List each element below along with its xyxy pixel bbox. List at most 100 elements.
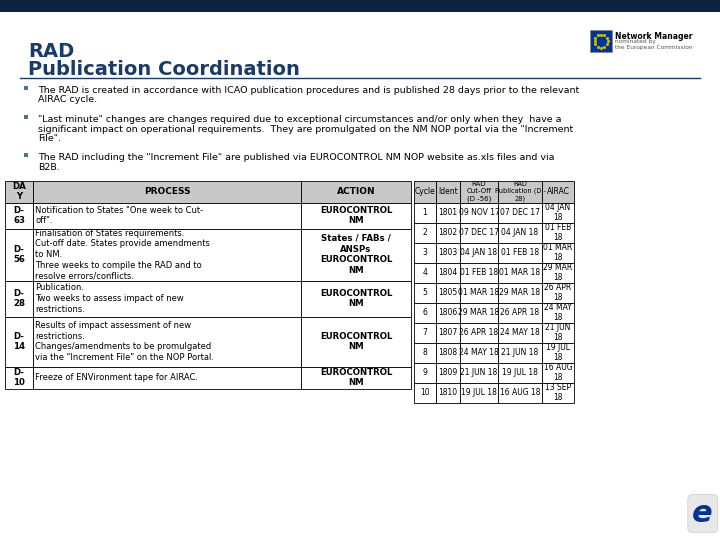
Text: 01 MAR 18: 01 MAR 18 xyxy=(459,288,500,297)
Bar xyxy=(5,367,33,388)
Bar xyxy=(436,282,460,302)
Bar xyxy=(460,322,498,342)
Bar xyxy=(460,362,498,382)
Bar xyxy=(33,367,301,388)
Bar xyxy=(414,342,436,362)
Text: AIRAC cycle.: AIRAC cycle. xyxy=(38,96,97,105)
Text: 24 MAY 18: 24 MAY 18 xyxy=(500,328,540,337)
Text: 07 DEC 17: 07 DEC 17 xyxy=(459,228,499,237)
Text: 1804: 1804 xyxy=(438,268,458,277)
Bar xyxy=(460,262,498,282)
Text: DA
Y: DA Y xyxy=(12,181,26,201)
Text: Notification to States "One week to Cut-
off".: Notification to States "One week to Cut-… xyxy=(35,206,203,225)
Text: 29 MAR
18: 29 MAR 18 xyxy=(544,262,572,282)
Bar xyxy=(460,242,498,262)
Text: 1801: 1801 xyxy=(438,208,458,217)
Text: 2: 2 xyxy=(423,228,428,237)
Bar xyxy=(301,228,411,280)
Text: 04 JAN 18: 04 JAN 18 xyxy=(460,248,498,257)
Bar xyxy=(436,302,460,322)
Bar xyxy=(460,382,498,402)
Bar xyxy=(301,202,411,228)
Text: 1809: 1809 xyxy=(438,368,458,377)
Text: 29 MAR 18: 29 MAR 18 xyxy=(500,288,541,297)
Text: 29 MAR 18: 29 MAR 18 xyxy=(459,308,500,317)
Bar xyxy=(414,282,436,302)
Bar xyxy=(5,180,33,202)
Bar xyxy=(436,222,460,242)
Bar xyxy=(436,382,460,402)
Text: "Last minute" changes are changes required due to exceptional circumstances and/: "Last minute" changes are changes requir… xyxy=(38,115,562,124)
Bar xyxy=(436,202,460,222)
Text: 1806: 1806 xyxy=(438,308,458,317)
Text: 07 DEC 17: 07 DEC 17 xyxy=(500,208,540,217)
Text: 24 MAY
18: 24 MAY 18 xyxy=(544,302,572,322)
Text: States / FABs /
ANSPs
EUROCONTROL
NM: States / FABs / ANSPs EUROCONTROL NM xyxy=(320,234,392,275)
Text: D-
63: D- 63 xyxy=(13,206,25,225)
Text: 1803: 1803 xyxy=(438,248,458,257)
Text: 10: 10 xyxy=(420,388,430,397)
Text: 1802: 1802 xyxy=(438,228,458,237)
Text: EUROCONTROL
NM: EUROCONTROL NM xyxy=(320,288,392,308)
Bar xyxy=(542,322,574,342)
Text: Publication Coordination: Publication Coordination xyxy=(28,60,300,79)
Bar xyxy=(436,322,460,342)
Bar xyxy=(542,382,574,402)
Bar xyxy=(414,382,436,402)
Bar xyxy=(414,180,436,202)
Text: 1: 1 xyxy=(423,208,428,217)
Bar xyxy=(301,280,411,316)
Text: 1807: 1807 xyxy=(438,328,458,337)
Bar xyxy=(498,222,542,242)
Bar xyxy=(498,202,542,222)
Bar xyxy=(301,316,411,367)
Text: 21 JUN
18: 21 JUN 18 xyxy=(545,322,571,342)
Bar xyxy=(498,282,542,302)
Bar xyxy=(5,202,33,228)
Bar xyxy=(414,362,436,382)
Bar xyxy=(460,302,498,322)
Text: e: e xyxy=(693,499,713,528)
Text: EUROCONTROL
NM: EUROCONTROL NM xyxy=(320,332,392,352)
Text: 7: 7 xyxy=(423,328,428,337)
Text: Network Manager: Network Manager xyxy=(615,32,693,41)
Bar xyxy=(498,262,542,282)
Bar xyxy=(436,262,460,282)
Text: 01 MAR 18: 01 MAR 18 xyxy=(500,268,541,277)
Text: 13 SEP
18: 13 SEP 18 xyxy=(545,383,571,402)
Text: 21 JUN 18: 21 JUN 18 xyxy=(460,368,498,377)
Bar xyxy=(542,362,574,382)
Text: 5: 5 xyxy=(423,288,428,297)
Text: 1805: 1805 xyxy=(438,288,458,297)
Text: 1808: 1808 xyxy=(438,348,458,357)
Bar xyxy=(33,280,301,316)
Text: EUROCONTROL
NM: EUROCONTROL NM xyxy=(320,368,392,387)
Text: 16 AUG 18: 16 AUG 18 xyxy=(500,388,540,397)
Bar xyxy=(414,322,436,342)
Text: 01 MAR
18: 01 MAR 18 xyxy=(544,242,572,262)
Text: 04 JAN 18: 04 JAN 18 xyxy=(501,228,539,237)
Text: 3: 3 xyxy=(423,248,428,257)
Text: RAD
Cut-Off
(D -56): RAD Cut-Off (D -56) xyxy=(467,181,492,202)
Bar xyxy=(301,367,411,388)
Bar xyxy=(33,180,301,202)
Bar xyxy=(460,342,498,362)
Bar xyxy=(542,222,574,242)
Bar xyxy=(460,222,498,242)
Text: Results of impact assessment of new
restrictions.
Changes/amendments to be promu: Results of impact assessment of new rest… xyxy=(35,321,214,362)
Text: 04 JAN
18: 04 JAN 18 xyxy=(545,202,571,222)
Bar xyxy=(436,242,460,262)
Bar xyxy=(414,242,436,262)
Text: ACTION: ACTION xyxy=(337,187,375,196)
Bar xyxy=(498,382,542,402)
Text: D-
28: D- 28 xyxy=(13,288,25,308)
Bar xyxy=(5,316,33,367)
Text: 8: 8 xyxy=(423,348,428,357)
Text: 26 APR
18: 26 APR 18 xyxy=(544,282,572,302)
Bar xyxy=(414,222,436,242)
Bar xyxy=(33,316,301,367)
Text: 6: 6 xyxy=(423,308,428,317)
Text: 26 APR 18: 26 APR 18 xyxy=(459,328,498,337)
Text: 24 MAY 18: 24 MAY 18 xyxy=(459,348,499,357)
Text: B2B.: B2B. xyxy=(38,163,60,172)
